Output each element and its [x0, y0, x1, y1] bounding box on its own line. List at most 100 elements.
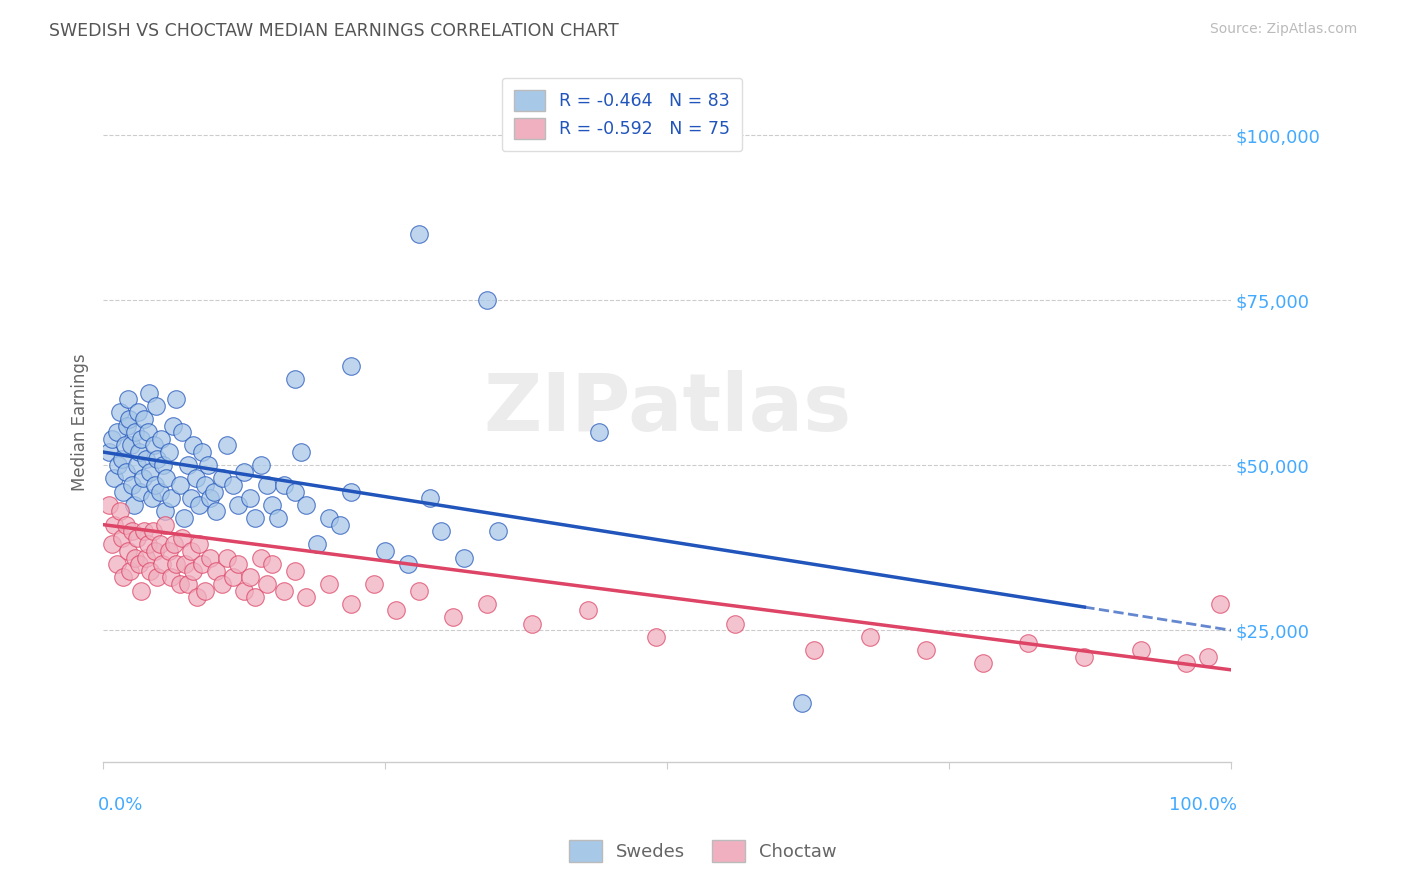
Point: [125, 531, 148, 545]
Point: [202, 484, 225, 499]
Point: [217, 438, 239, 452]
Text: SWEDISH VS CHOCTAW MEDIAN EARNINGS CORRELATION CHART: SWEDISH VS CHOCTAW MEDIAN EARNINGS CORRE…: [49, 22, 619, 40]
Point: [250, 458, 273, 473]
Point: [419, 491, 441, 506]
Point: [159, 570, 181, 584]
Text: 0.0%: 0.0%: [97, 797, 143, 814]
Point: [124, 425, 146, 440]
Point: [139, 465, 162, 479]
Point: [163, 537, 186, 551]
Point: [148, 484, 170, 499]
Point: [205, 504, 228, 518]
Point: [486, 524, 509, 539]
Point: [194, 478, 217, 492]
Point: [103, 517, 125, 532]
Point: [135, 550, 157, 565]
Point: [148, 537, 170, 551]
Point: [972, 657, 994, 671]
Point: [177, 458, 200, 473]
Text: ZIPatlas: ZIPatlas: [482, 370, 851, 448]
Point: [250, 550, 273, 565]
Point: [385, 603, 408, 617]
Legend: Swedes, Choctaw: Swedes, Choctaw: [562, 833, 844, 870]
Point: [1174, 657, 1197, 671]
Point: [128, 558, 150, 572]
Point: [256, 478, 278, 492]
Point: [136, 537, 159, 551]
Point: [284, 484, 307, 499]
Point: [318, 511, 340, 525]
Point: [295, 498, 318, 512]
Point: [149, 432, 172, 446]
Point: [155, 471, 177, 485]
Point: [340, 597, 363, 611]
Point: [1017, 636, 1039, 650]
Point: [262, 498, 284, 512]
Point: [186, 591, 208, 605]
Point: [111, 531, 134, 545]
Point: [124, 550, 146, 565]
Point: [131, 471, 153, 485]
Point: [588, 425, 610, 440]
Point: [183, 438, 205, 452]
Point: [103, 471, 125, 485]
Point: [152, 458, 174, 473]
Point: [222, 570, 245, 584]
Point: [273, 478, 295, 492]
Point: [122, 498, 145, 512]
Point: [256, 577, 278, 591]
Point: [441, 610, 464, 624]
Point: [129, 484, 152, 499]
Point: [228, 558, 250, 572]
Text: 100.0%: 100.0%: [1168, 797, 1237, 814]
Point: [108, 405, 131, 419]
Point: [363, 577, 385, 591]
Point: [273, 583, 295, 598]
Point: [1073, 649, 1095, 664]
Point: [191, 445, 214, 459]
Point: [159, 491, 181, 506]
Point: [200, 491, 222, 506]
Point: [165, 392, 187, 407]
Point: [141, 491, 163, 506]
Point: [132, 524, 155, 539]
Point: [177, 577, 200, 591]
Point: [138, 385, 160, 400]
Point: [131, 583, 153, 598]
Point: [105, 558, 128, 572]
Legend: R = -0.464   N = 83, R = -0.592   N = 75: R = -0.464 N = 83, R = -0.592 N = 75: [502, 78, 742, 151]
Point: [408, 583, 430, 598]
Point: [183, 564, 205, 578]
Point: [169, 577, 191, 591]
Point: [228, 498, 250, 512]
Point: [520, 616, 543, 631]
Point: [859, 630, 882, 644]
Point: [169, 478, 191, 492]
Point: [1129, 643, 1152, 657]
Point: [153, 517, 176, 532]
Point: [115, 418, 138, 433]
Point: [142, 438, 165, 452]
Point: [803, 643, 825, 657]
Point: [453, 550, 475, 565]
Point: [200, 550, 222, 565]
Point: [245, 591, 267, 605]
Point: [1208, 597, 1230, 611]
Point: [114, 465, 136, 479]
Point: [374, 544, 396, 558]
Point: [172, 531, 194, 545]
Point: [127, 405, 149, 419]
Point: [153, 504, 176, 518]
Point: [239, 570, 262, 584]
Point: [174, 558, 197, 572]
Point: [262, 558, 284, 572]
Point: [267, 511, 290, 525]
Point: [121, 524, 143, 539]
Point: [162, 418, 184, 433]
Point: [284, 564, 307, 578]
Point: [318, 577, 340, 591]
Point: [142, 524, 165, 539]
Point: [290, 445, 312, 459]
Point: [307, 537, 329, 551]
Point: [180, 491, 202, 506]
